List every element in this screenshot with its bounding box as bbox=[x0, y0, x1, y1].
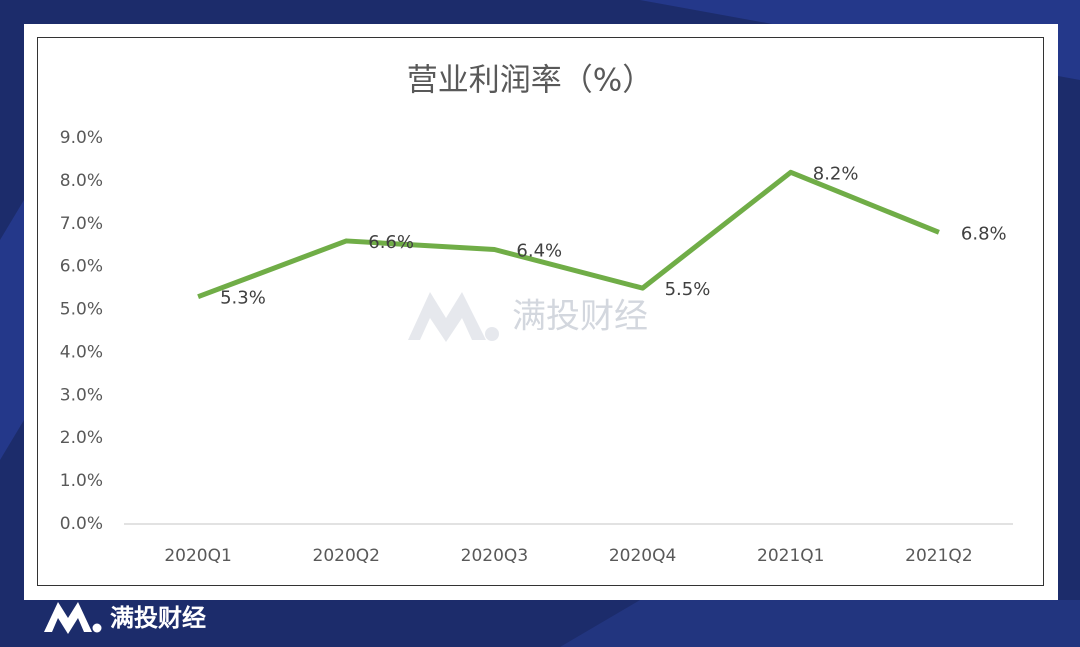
y-tick-label: 8.0% bbox=[60, 171, 103, 191]
watermark-logo bbox=[408, 292, 499, 342]
x-tick-label: 2020Q4 bbox=[609, 546, 676, 566]
y-tick-label: 3.0% bbox=[60, 385, 103, 405]
data-label: 6.8% bbox=[961, 223, 1007, 244]
y-tick-label: 0.0% bbox=[60, 514, 103, 534]
x-tick-label: 2020Q3 bbox=[461, 546, 528, 566]
brand: 满投财经 bbox=[110, 604, 206, 632]
x-tick-label: 2021Q1 bbox=[757, 546, 824, 566]
watermark: 满投财经 bbox=[512, 297, 648, 337]
bg-shape bbox=[0, 200, 24, 460]
y-tick-label: 4.0% bbox=[60, 342, 103, 362]
data-label: 6.4% bbox=[516, 241, 562, 262]
data-line bbox=[197, 169, 940, 300]
data-label: 6.6% bbox=[368, 232, 414, 253]
chart-title: 营业利润率（%） bbox=[407, 63, 653, 99]
y-tick-label: 6.0% bbox=[60, 257, 103, 277]
y-tick-label: 1.0% bbox=[60, 471, 103, 491]
data-label: 8.2% bbox=[813, 163, 859, 184]
brand-logo bbox=[44, 602, 102, 634]
bg-shape bbox=[560, 600, 1080, 647]
x-tick-label: 2021Q2 bbox=[905, 546, 972, 566]
data-label: 5.5% bbox=[665, 279, 711, 300]
y-tick-label: 5.0% bbox=[60, 300, 103, 320]
data-label: 5.3% bbox=[220, 288, 266, 309]
x-tick-label: 2020Q2 bbox=[313, 546, 380, 566]
y-tick-label: 7.0% bbox=[60, 214, 103, 234]
panel bbox=[24, 24, 1058, 600]
bg-shape bbox=[560, 0, 1080, 80]
y-tick-label: 2.0% bbox=[60, 428, 103, 448]
x-tick-label: 2020Q1 bbox=[164, 546, 231, 566]
y-tick-label: 9.0% bbox=[60, 128, 103, 148]
chart-border bbox=[37, 37, 1044, 586]
